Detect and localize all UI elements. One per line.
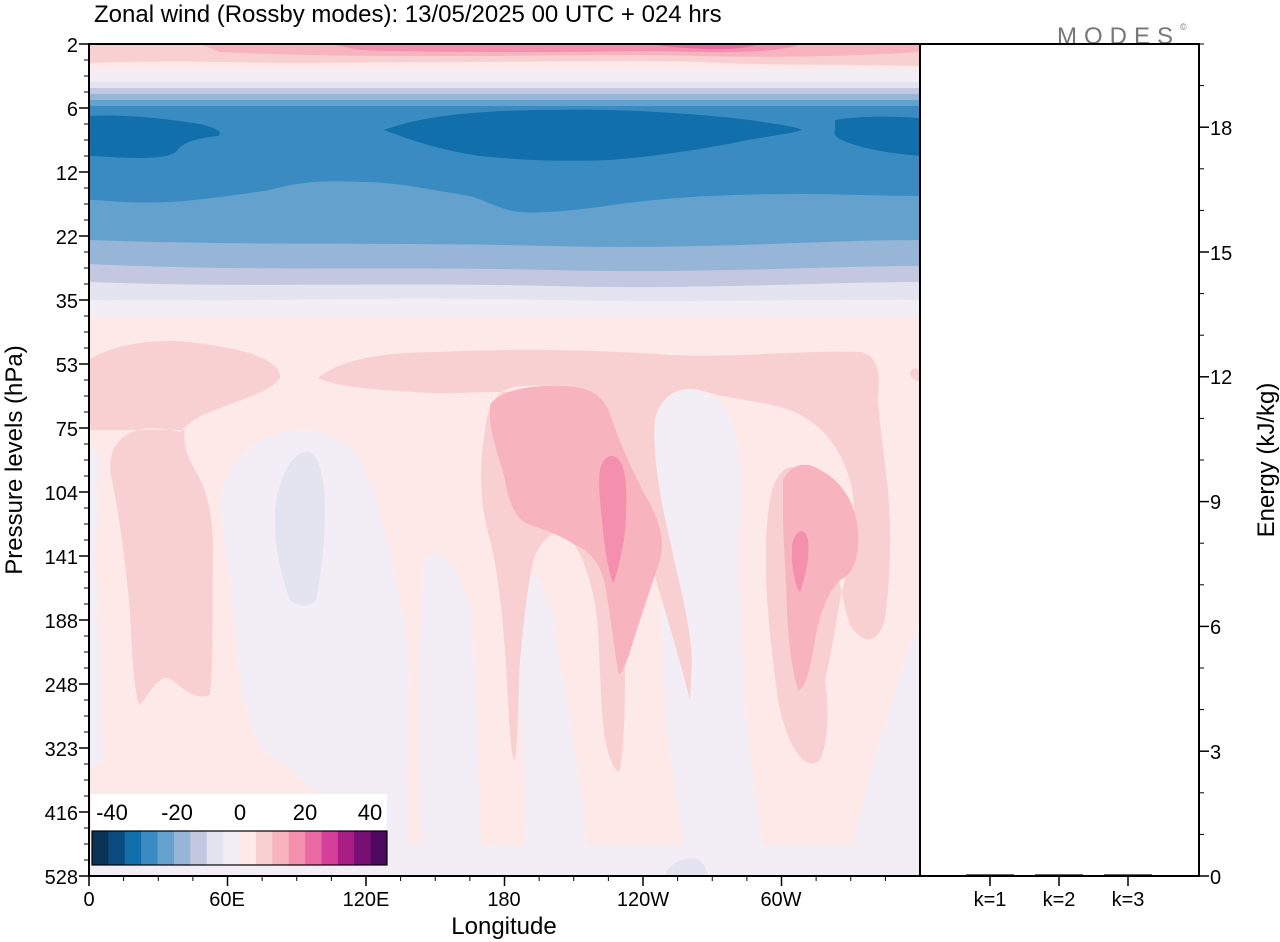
pressure-tick-label: 416 [45, 803, 78, 825]
colorbar-cell [206, 831, 224, 865]
contour-layer-neg-35-west [89, 115, 220, 158]
colorbar-cell [190, 831, 208, 865]
colorbar-cell [370, 831, 388, 865]
y-axis-label: Pressure levels (hPa) [1, 345, 28, 574]
contour-layer-neg-35-east [834, 116, 920, 156]
energy-category-label: k=3 [1112, 889, 1145, 911]
energy-bars [966, 874, 1152, 876]
pressure-tick-label: 12 [56, 163, 78, 185]
energy-category-label: k=2 [1043, 889, 1076, 911]
colorbar-tick-label: 20 [293, 800, 317, 825]
colorbar-cell [239, 831, 257, 865]
energy-axis-label: Energy (kJ/kg) [1253, 383, 1280, 538]
contour-pos-peak-110w [599, 455, 627, 583]
colorbar-cell [173, 831, 191, 865]
energy-tick-label: 0 [1210, 867, 1221, 889]
colorbar-cell [223, 831, 240, 865]
pressure-tick-label: 141 [45, 547, 78, 569]
contour-pos-peak-65w [792, 530, 809, 592]
longitude-tick-label: 60E [209, 889, 245, 911]
contour-near-zero-west [89, 440, 103, 770]
pressure-tick-label: 2 [67, 35, 78, 57]
colorbar-frame [91, 830, 388, 866]
pressure-tick-label: 248 [45, 675, 78, 697]
contour-near-zero-170w [516, 574, 590, 876]
colorbar-cell [141, 831, 158, 865]
heatmap-panel: 2 6 12 22 35 53 75 104 141 188 248 323 4… [1, 35, 921, 940]
energy-tick-label: 15 [1210, 243, 1232, 265]
colorbar-cell [255, 831, 273, 865]
energy-panel: 0 3 6 9 12 15 18 Energy (kJ/kg) k=1 k=2 … [919, 43, 1280, 911]
pressure-tick-label: 22 [56, 227, 78, 249]
colorbar-tick-label: 0 [234, 800, 246, 825]
x-axis-label: Longitude [451, 913, 556, 940]
pressure-tick-label: 35 [56, 291, 78, 313]
colorbar-cell [272, 831, 290, 865]
colorbar-tick-label: 40 [358, 800, 382, 825]
energy-tick-label: 9 [1210, 492, 1221, 514]
contour-pos-core-70w [783, 464, 859, 690]
colorbar-tick-label: -20 [161, 800, 193, 825]
colorbar-cell [305, 831, 322, 865]
energy-category-label: k=1 [974, 889, 1007, 911]
chart-title: Zonal wind (Rossby modes): 13/05/2025 00… [94, 1, 722, 28]
pressure-tick-label: 75 [56, 419, 78, 441]
energy-tick-label: 18 [1210, 118, 1232, 140]
longitude-tick-label: 0 [83, 889, 94, 911]
contour-near-zero-90w [654, 389, 770, 876]
colorbar-cell [108, 831, 126, 865]
pressure-axis: 2 6 12 22 35 53 75 104 141 188 248 323 4… [1, 35, 89, 889]
contour-layer-neg-1 [89, 70, 920, 84]
pressure-tick-marks [79, 43, 89, 877]
colorbar-cell [157, 831, 175, 865]
contour-near-zero-150e [419, 553, 482, 876]
pressure-tick-label: 528 [45, 867, 78, 889]
contour-near-zero-60e [220, 430, 410, 876]
energy-tick-label: 6 [1210, 617, 1221, 639]
colorbar-cell [288, 831, 306, 865]
colorbar-cells [92, 831, 388, 865]
pressure-tick-label: 188 [45, 611, 78, 633]
longitude-tick-label: 60W [760, 889, 801, 911]
longitude-tick-marks [88, 876, 886, 886]
colorbar-legend: -40 -20 0 20 40 [91, 794, 388, 866]
longitude-tick-label: 120W [617, 889, 669, 911]
contour-near-zero-east [850, 620, 920, 876]
energy-tick-label: 3 [1210, 742, 1221, 764]
contour-pos-core-150w [490, 385, 662, 674]
contour-neg-bottom [666, 858, 708, 876]
logo-copyright-mark: © [1180, 22, 1187, 32]
colorbar-cell [354, 831, 372, 865]
contour-neg-60e [275, 451, 326, 606]
contour-pos-east-rim [910, 368, 920, 382]
colorbar-cell [92, 831, 109, 865]
pressure-tick-label: 6 [67, 99, 78, 121]
energy-bar [966, 874, 1014, 876]
contour-layer-neg-35-central [384, 109, 802, 161]
energy-bar [1035, 874, 1083, 876]
energy-tick-label: 12 [1210, 367, 1232, 389]
longitude-tick-label: 180 [487, 889, 520, 911]
colorbar-cell [124, 831, 142, 865]
contour-pos-west [89, 340, 281, 705]
pressure-tick-label: 53 [56, 355, 78, 377]
pressure-tick-label: 104 [45, 483, 78, 505]
longitude-axis: 0 60E 120E 180 120W 60W Longitude [83, 876, 886, 940]
colorbar-cell [337, 831, 355, 865]
colorbar-cell [321, 831, 339, 865]
longitude-tick-label: 120E [343, 889, 390, 911]
colorbar-tick-label: -40 [96, 800, 128, 825]
energy-bar [1104, 874, 1152, 876]
contour-layer-pos-top4 [650, 44, 760, 50]
energy-tick-marks [989, 43, 1209, 886]
contour-field [89, 44, 920, 876]
energy-frame [919, 43, 1200, 877]
pressure-tick-label: 323 [45, 739, 78, 761]
